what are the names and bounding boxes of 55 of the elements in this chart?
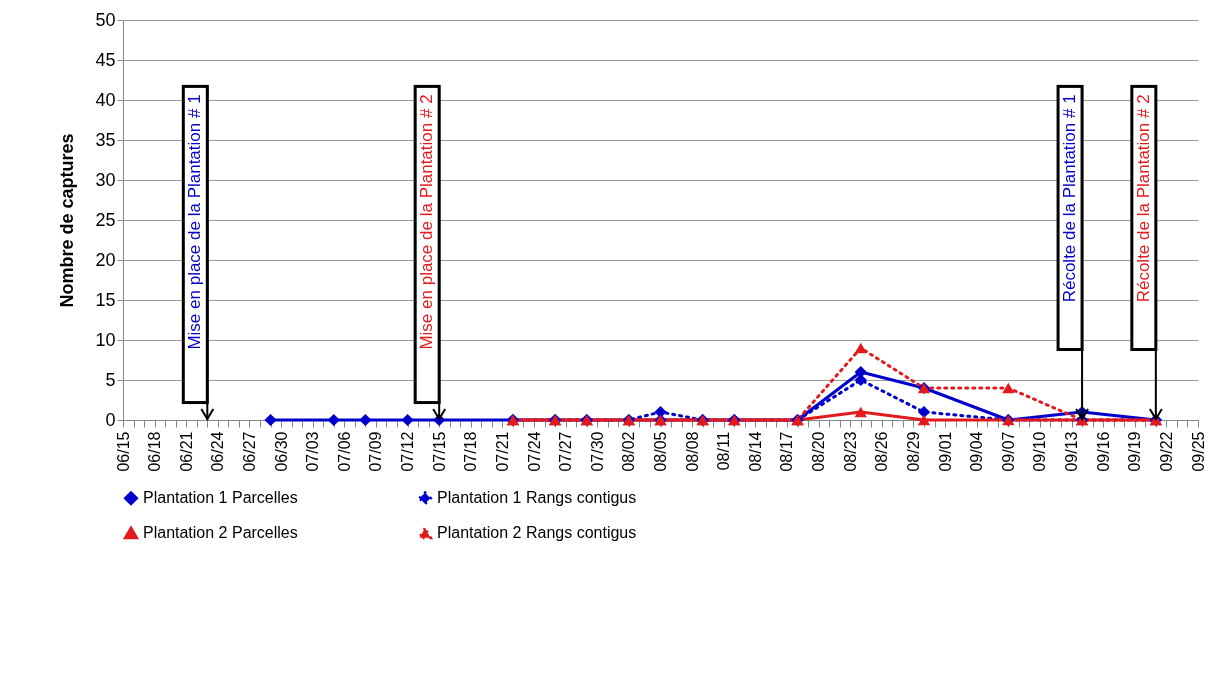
ref-line-label: Récolte de la Plantation # 1 <box>1060 94 1080 303</box>
ref-line-label: Mise en place de la Plantation # 1 <box>185 94 205 350</box>
legend-label: Plantation 2 Parcelles <box>143 524 298 541</box>
ref-line-label: Mise en place de la Plantation # 2 <box>417 94 437 350</box>
x-tick-label: 07/18 <box>462 431 480 472</box>
x-tick-label: 07/03 <box>304 431 322 472</box>
y-tick-label: 25 <box>95 209 116 230</box>
y-tick-label: 20 <box>95 249 116 270</box>
ref-line-label: Récolte de la Plantation # 2 <box>1133 94 1153 303</box>
x-tick-label: 08/29 <box>904 431 922 472</box>
x-tick-label: 07/09 <box>367 431 385 472</box>
x-tick-label: 06/30 <box>272 431 290 472</box>
x-tick-label: 07/12 <box>399 431 417 472</box>
y-tick-label: 35 <box>95 129 116 150</box>
x-tick-label: 09/13 <box>1063 431 1081 472</box>
x-tick-label: 08/11 <box>715 431 733 471</box>
x-tick-label: 09/10 <box>1031 431 1049 472</box>
x-tick-label: 06/21 <box>177 431 195 472</box>
x-tick-label: 07/15 <box>430 431 448 472</box>
x-tick-label: 06/18 <box>146 431 164 472</box>
x-tick-label: 08/02 <box>620 431 638 472</box>
x-tick-label: 06/24 <box>209 431 227 472</box>
legend-label: Plantation 1 Parcelles <box>143 489 298 507</box>
y-axis-title: Nombre de captures <box>57 133 78 308</box>
x-tick-label: 08/17 <box>778 431 796 472</box>
x-tick-label: 07/21 <box>493 431 511 472</box>
x-tick-label: 09/01 <box>936 431 954 472</box>
x-tick-label: 08/14 <box>746 431 764 472</box>
y-tick-label: 15 <box>95 289 116 310</box>
x-tick-label: 08/20 <box>810 431 828 472</box>
x-tick-label: 07/24 <box>525 431 543 472</box>
x-tick-label: 06/15 <box>114 431 132 472</box>
x-tick-label: 09/25 <box>1189 431 1207 472</box>
x-tick-label: 08/08 <box>683 431 701 472</box>
x-tick-label: 07/06 <box>335 431 353 472</box>
x-tick-label: 06/27 <box>240 431 258 472</box>
y-tick-label: 30 <box>95 169 116 190</box>
legend-label: Plantation 1 Rangs contigus <box>437 489 637 507</box>
x-tick-label: 09/19 <box>1126 431 1144 472</box>
x-tick-label: 08/23 <box>841 431 859 472</box>
x-tick-label: 07/27 <box>557 431 575 472</box>
x-tick-label: 09/22 <box>1157 431 1175 472</box>
y-tick-label: 0 <box>105 409 116 430</box>
x-tick-label: 09/16 <box>1094 431 1112 472</box>
x-tick-label: 09/04 <box>968 431 986 472</box>
legend-label: Plantation 2 Rangs contigus <box>437 524 637 541</box>
x-tick-label: 08/05 <box>652 431 669 472</box>
y-tick-label: 5 <box>105 369 116 390</box>
y-tick-label: 40 <box>95 89 116 110</box>
x-tick-label: 09/07 <box>999 431 1017 472</box>
x-tick-label: 08/26 <box>873 431 891 472</box>
y-tick-label: 50 <box>95 9 116 30</box>
x-tick-label: 07/30 <box>588 431 606 472</box>
y-tick-label: 45 <box>95 49 116 70</box>
y-tick-label: 10 <box>95 329 116 350</box>
